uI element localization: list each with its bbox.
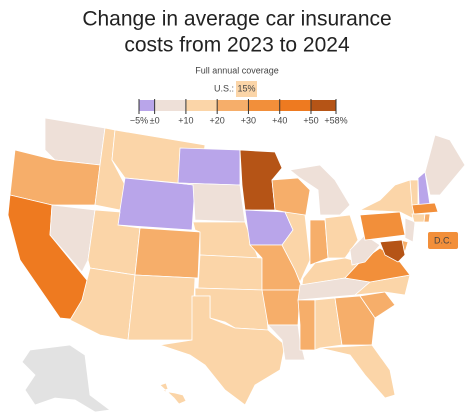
state: [349, 234, 381, 266]
legend-tick-label: ±0: [150, 115, 160, 125]
state: [49, 204, 96, 273]
legend-tick-label: +58%: [324, 115, 347, 125]
legend: −5% ±0 +10 +20 +30 +40 +50 +58%: [130, 99, 348, 125]
state: [159, 382, 187, 405]
state: [289, 164, 351, 216]
state: [197, 254, 263, 291]
title: Change in average car insurance: [82, 8, 391, 31]
state: [404, 217, 416, 243]
state: [411, 213, 426, 223]
state: [379, 239, 406, 263]
state: [177, 147, 241, 186]
state: [44, 117, 106, 166]
state: [424, 134, 466, 196]
legend-swatch: [248, 100, 280, 111]
state: [314, 297, 343, 351]
state: [134, 227, 201, 279]
legend-tick-label: +40: [272, 115, 287, 125]
legend-swatch: [279, 100, 311, 111]
state: [353, 274, 411, 296]
us-value-box: [236, 81, 257, 97]
title: costs from 2023 to 2024: [124, 34, 350, 57]
state: [359, 291, 396, 319]
us-value: 15%: [237, 83, 255, 93]
legend-swatch: [217, 100, 249, 111]
state: [267, 324, 306, 361]
state: [411, 202, 439, 215]
legend-swatch: [310, 100, 336, 111]
legend-swatch: [139, 100, 155, 111]
state: [159, 295, 286, 406]
us-label: U.S.:: [214, 83, 234, 93]
dc-box: [428, 232, 458, 249]
state: [297, 299, 316, 351]
legend-tick-label: −5%: [130, 115, 148, 125]
state: [281, 211, 311, 284]
subtitle: Full annual coverage: [195, 65, 279, 75]
legend-tick-label: +10: [178, 115, 193, 125]
state: [177, 182, 246, 223]
legend-tick-label: +20: [210, 115, 225, 125]
state: [359, 211, 406, 241]
state: [21, 344, 112, 413]
legend-swatch: [154, 100, 186, 111]
state: [127, 274, 196, 341]
state: [261, 289, 301, 326]
states: [7, 117, 466, 413]
state: [423, 213, 431, 223]
legend-swatch: [185, 100, 218, 111]
legend-tick-label: +30: [241, 115, 256, 125]
state: [334, 295, 376, 346]
state: [319, 344, 396, 399]
legend-tick-label: +50: [303, 115, 318, 125]
dc-label: D.C.: [434, 235, 452, 245]
state: [117, 177, 196, 231]
